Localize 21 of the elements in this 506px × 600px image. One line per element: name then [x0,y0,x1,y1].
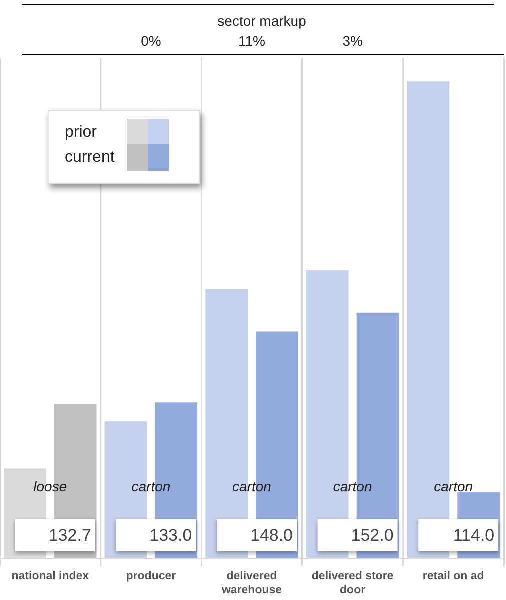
text: 0% [141,32,162,49]
data-label: 114.0 [453,526,495,546]
annotation: carton [434,478,474,494]
legend-label: prior [65,123,98,143]
text: 11% [238,32,266,49]
annotation: loose [34,478,68,494]
annotation: carton [333,478,372,494]
annotation: carton [232,478,272,494]
x-tick-label: producer [126,570,177,582]
data-label: 133.0 [150,526,192,546]
x-tick-label: delivered warehouse [220,570,282,596]
data-label: 152.0 [351,526,394,546]
x-tick-label: delivered store door [312,570,394,596]
legend-label: current [65,148,116,168]
x-tick-label: retail on ad [422,570,484,582]
data-label: 132.7 [48,526,92,546]
text: 3% [342,32,363,49]
annotation: carton [132,478,171,494]
data-label: 148.0 [250,526,293,546]
text: sector markup [218,12,307,29]
x-tick-label: national index [12,570,90,582]
